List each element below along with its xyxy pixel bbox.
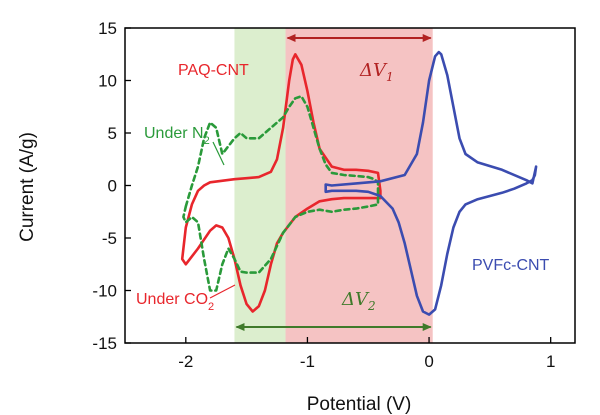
x-tick-label: 1 <box>546 352 555 371</box>
delta-v-arrows <box>235 34 432 331</box>
x-tick-label: -1 <box>300 352 315 371</box>
y-tick-label: -10 <box>92 282 117 301</box>
y-tick-label: 15 <box>98 19 117 38</box>
delta-v1-label: ΔV1 <box>359 60 394 84</box>
series-line-pvfc-cnt <box>324 50 538 316</box>
co2-leader-line <box>209 284 236 299</box>
y-tick-label: 10 <box>98 72 117 91</box>
y-axis-ticks: -15 -10 -5 0 5 10 15 <box>92 19 131 353</box>
y-tick-label: -5 <box>102 229 117 248</box>
x-axis-ticks: -2 -1 0 1 <box>178 337 555 371</box>
under-co2-label: Under CO2 <box>136 291 214 313</box>
series-lines <box>180 50 538 316</box>
x-axis-title: Potential (V) <box>307 394 412 415</box>
y-tick-label: 0 <box>108 177 117 196</box>
red-band <box>285 28 433 343</box>
y-tick-label: 5 <box>108 124 117 143</box>
pvfc-cnt-label: PVFc-CNT <box>472 257 550 274</box>
n2-leader-line <box>212 141 225 166</box>
series-line-paq-cnt <box>180 52 382 313</box>
y-axis-title: Current (A/g) <box>17 132 38 242</box>
y-tick-label: -15 <box>92 334 117 353</box>
paq-cnt-label: PAQ-CNT <box>178 62 249 79</box>
under-n2-label: Under N2 <box>144 125 210 147</box>
delta-v2-label: ΔV2 <box>341 289 376 313</box>
x-tick-label: 0 <box>424 352 433 371</box>
x-tick-label: -2 <box>178 352 193 371</box>
highlight-bands <box>234 28 433 343</box>
